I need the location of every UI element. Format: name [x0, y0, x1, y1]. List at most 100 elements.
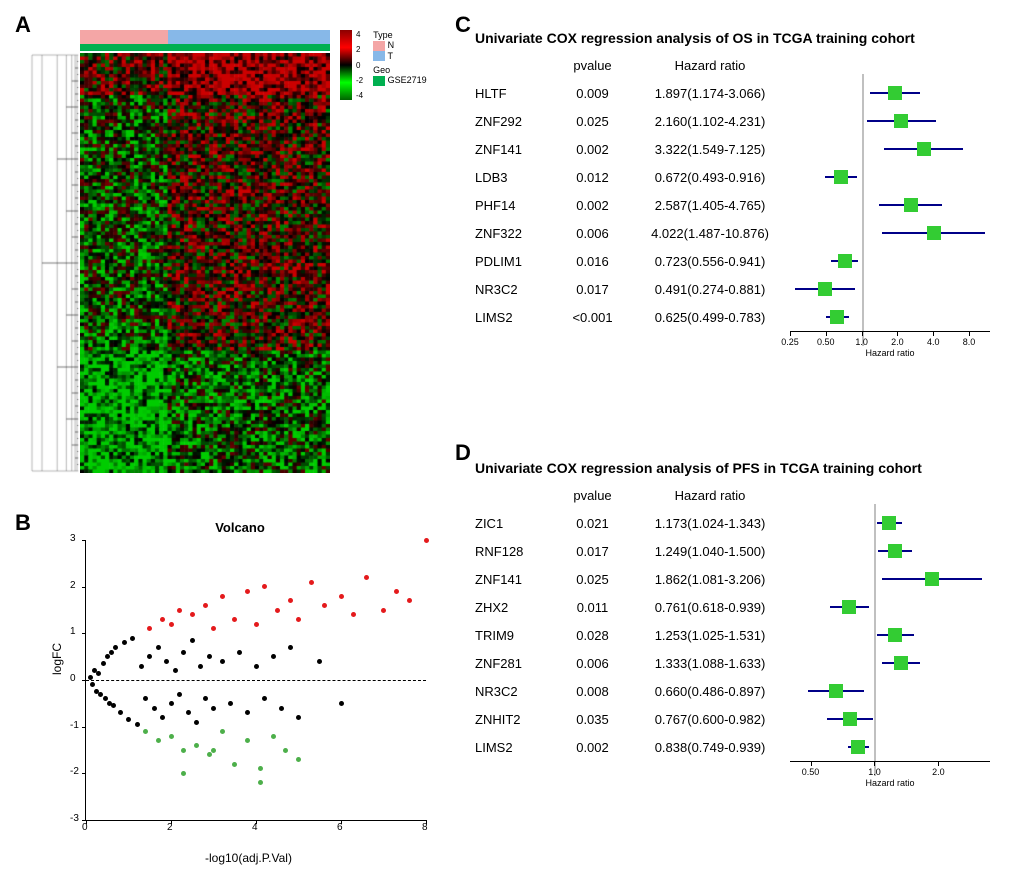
color-scale	[340, 30, 352, 100]
volcano-point	[143, 696, 148, 701]
panel-d-label: D	[455, 440, 471, 466]
forest-point	[917, 142, 931, 156]
volcano-point	[190, 638, 195, 643]
volcano-point	[173, 668, 178, 673]
forest-hr: 0.723(0.556-0.941)	[630, 254, 790, 269]
volcano-ytick: 0	[70, 673, 76, 684]
volcano-point	[90, 682, 95, 687]
volcano-point	[317, 659, 322, 664]
panel-a-label: A	[15, 12, 31, 38]
forest-gene: NR3C2	[475, 282, 555, 297]
volcano-plot	[85, 540, 426, 821]
volcano-point	[160, 617, 165, 622]
volcano-point	[245, 710, 250, 715]
forest-row: NR3C20.0080.660(0.486-0.897)	[475, 677, 1005, 705]
forest-hr: 0.761(0.618-0.939)	[630, 600, 790, 615]
forest-hr: 1.173(1.024-1.343)	[630, 516, 790, 531]
forest-pvalue: 0.011	[555, 600, 630, 615]
forest-point	[851, 740, 865, 754]
volcano-ytick: -1	[70, 720, 79, 731]
forest-hr: 1.333(1.088-1.633)	[630, 656, 790, 671]
volcano-point	[169, 701, 174, 706]
volcano-point	[152, 706, 157, 711]
volcano-point	[122, 640, 127, 645]
forest-hr: 0.625(0.499-0.783)	[630, 310, 790, 325]
forest-gene: ZNF141	[475, 572, 555, 587]
forest-point	[927, 226, 941, 240]
volcano-point	[169, 734, 174, 739]
volcano-point	[198, 664, 203, 669]
forest-hr: 0.767(0.600-0.982)	[630, 712, 790, 727]
forest-hr: 0.672(0.493-0.916)	[630, 170, 790, 185]
volcano-point	[211, 748, 216, 753]
volcano-point	[207, 752, 212, 757]
volcano-point	[156, 738, 161, 743]
volcano-point	[245, 738, 250, 743]
volcano-point	[322, 603, 327, 608]
volcano-xtick: 6	[337, 822, 343, 833]
forest-row: HLTF0.0091.897(1.174-3.066)	[475, 79, 1005, 107]
forest-hr: 3.322(1.549-7.125)	[630, 142, 790, 157]
heatmap-legend: 420-2-4 Type N T Geo GSE2719	[340, 30, 427, 100]
volcano-point	[143, 729, 148, 734]
forest-row: ZNF2810.0061.333(1.088-1.633)	[475, 649, 1005, 677]
legend-type-title: Type	[373, 30, 427, 40]
volcano-point	[271, 654, 276, 659]
forest-gene: RNF128	[475, 544, 555, 559]
volcano-point	[113, 645, 118, 650]
volcano-point	[186, 710, 191, 715]
volcano-point	[232, 762, 237, 767]
volcano-point	[296, 617, 301, 622]
forest-gene: NR3C2	[475, 684, 555, 699]
forest-pvalue: 0.016	[555, 254, 630, 269]
volcano-point	[130, 636, 135, 641]
volcano-point	[262, 696, 267, 701]
volcano-point	[211, 706, 216, 711]
forest-axis-tick-label: 0.25	[781, 337, 799, 347]
volcano-point	[254, 622, 259, 627]
forest-pvalue: 0.025	[555, 114, 630, 129]
volcano-point	[271, 734, 276, 739]
forest-gene: ZNF322	[475, 226, 555, 241]
forest-row: NR3C20.0170.491(0.274-0.881)	[475, 275, 1005, 303]
volcano-point	[339, 701, 344, 706]
forest-row: ZIC10.0211.173(1.024-1.343)	[475, 509, 1005, 537]
forest-row: LIMS2<0.0010.625(0.499-0.783)	[475, 303, 1005, 331]
volcano-point	[177, 692, 182, 697]
volcano-point	[194, 720, 199, 725]
forest-gene: ZNF292	[475, 114, 555, 129]
volcano-ytick: -2	[70, 766, 79, 777]
forest-gene: TRIM9	[475, 628, 555, 643]
volcano-point	[288, 645, 293, 650]
forest-axis-tick-label: 1.0	[868, 767, 881, 777]
volcano-point	[177, 608, 182, 613]
forest-axis-tick-label: 2.0	[891, 337, 904, 347]
volcano-panel: Volcano logFC -log10(adj.P.Val) 02468-3-…	[55, 520, 425, 870]
forest-axis-tick-label: 0.50	[817, 337, 835, 347]
forest-pvalue: 0.006	[555, 656, 630, 671]
volcano-point	[98, 692, 103, 697]
volcano-xtick: 2	[167, 822, 173, 833]
forest-point	[843, 712, 857, 726]
forest-hr: 4.022(1.487-10.876)	[630, 226, 790, 241]
forest-gene: ZHX2	[475, 600, 555, 615]
volcano-point	[288, 598, 293, 603]
forest-axis-tick-label: 2.0	[932, 767, 945, 777]
volcano-point	[147, 654, 152, 659]
volcano-point	[254, 664, 259, 669]
volcano-point	[194, 743, 199, 748]
volcano-point	[228, 701, 233, 706]
forest-d-header-hr: Hazard ratio	[630, 488, 790, 503]
volcano-point	[275, 608, 280, 613]
volcano-point	[381, 608, 386, 613]
volcano-point	[169, 622, 174, 627]
volcano-point	[96, 671, 101, 676]
forest-row: ZNF3220.0064.022(1.487-10.876)	[475, 219, 1005, 247]
forest-d-header-pvalue: pvalue	[555, 488, 630, 503]
forest-row: ZNHIT20.0350.767(0.600-0.982)	[475, 705, 1005, 733]
forest-hr: 1.897(1.174-3.066)	[630, 86, 790, 101]
legend-type-item: N	[373, 40, 427, 51]
forest-hr: 2.587(1.405-4.765)	[630, 198, 790, 213]
forest-c-header-hr: Hazard ratio	[630, 58, 790, 73]
forest-axis-tick-label: 8.0	[963, 337, 976, 347]
